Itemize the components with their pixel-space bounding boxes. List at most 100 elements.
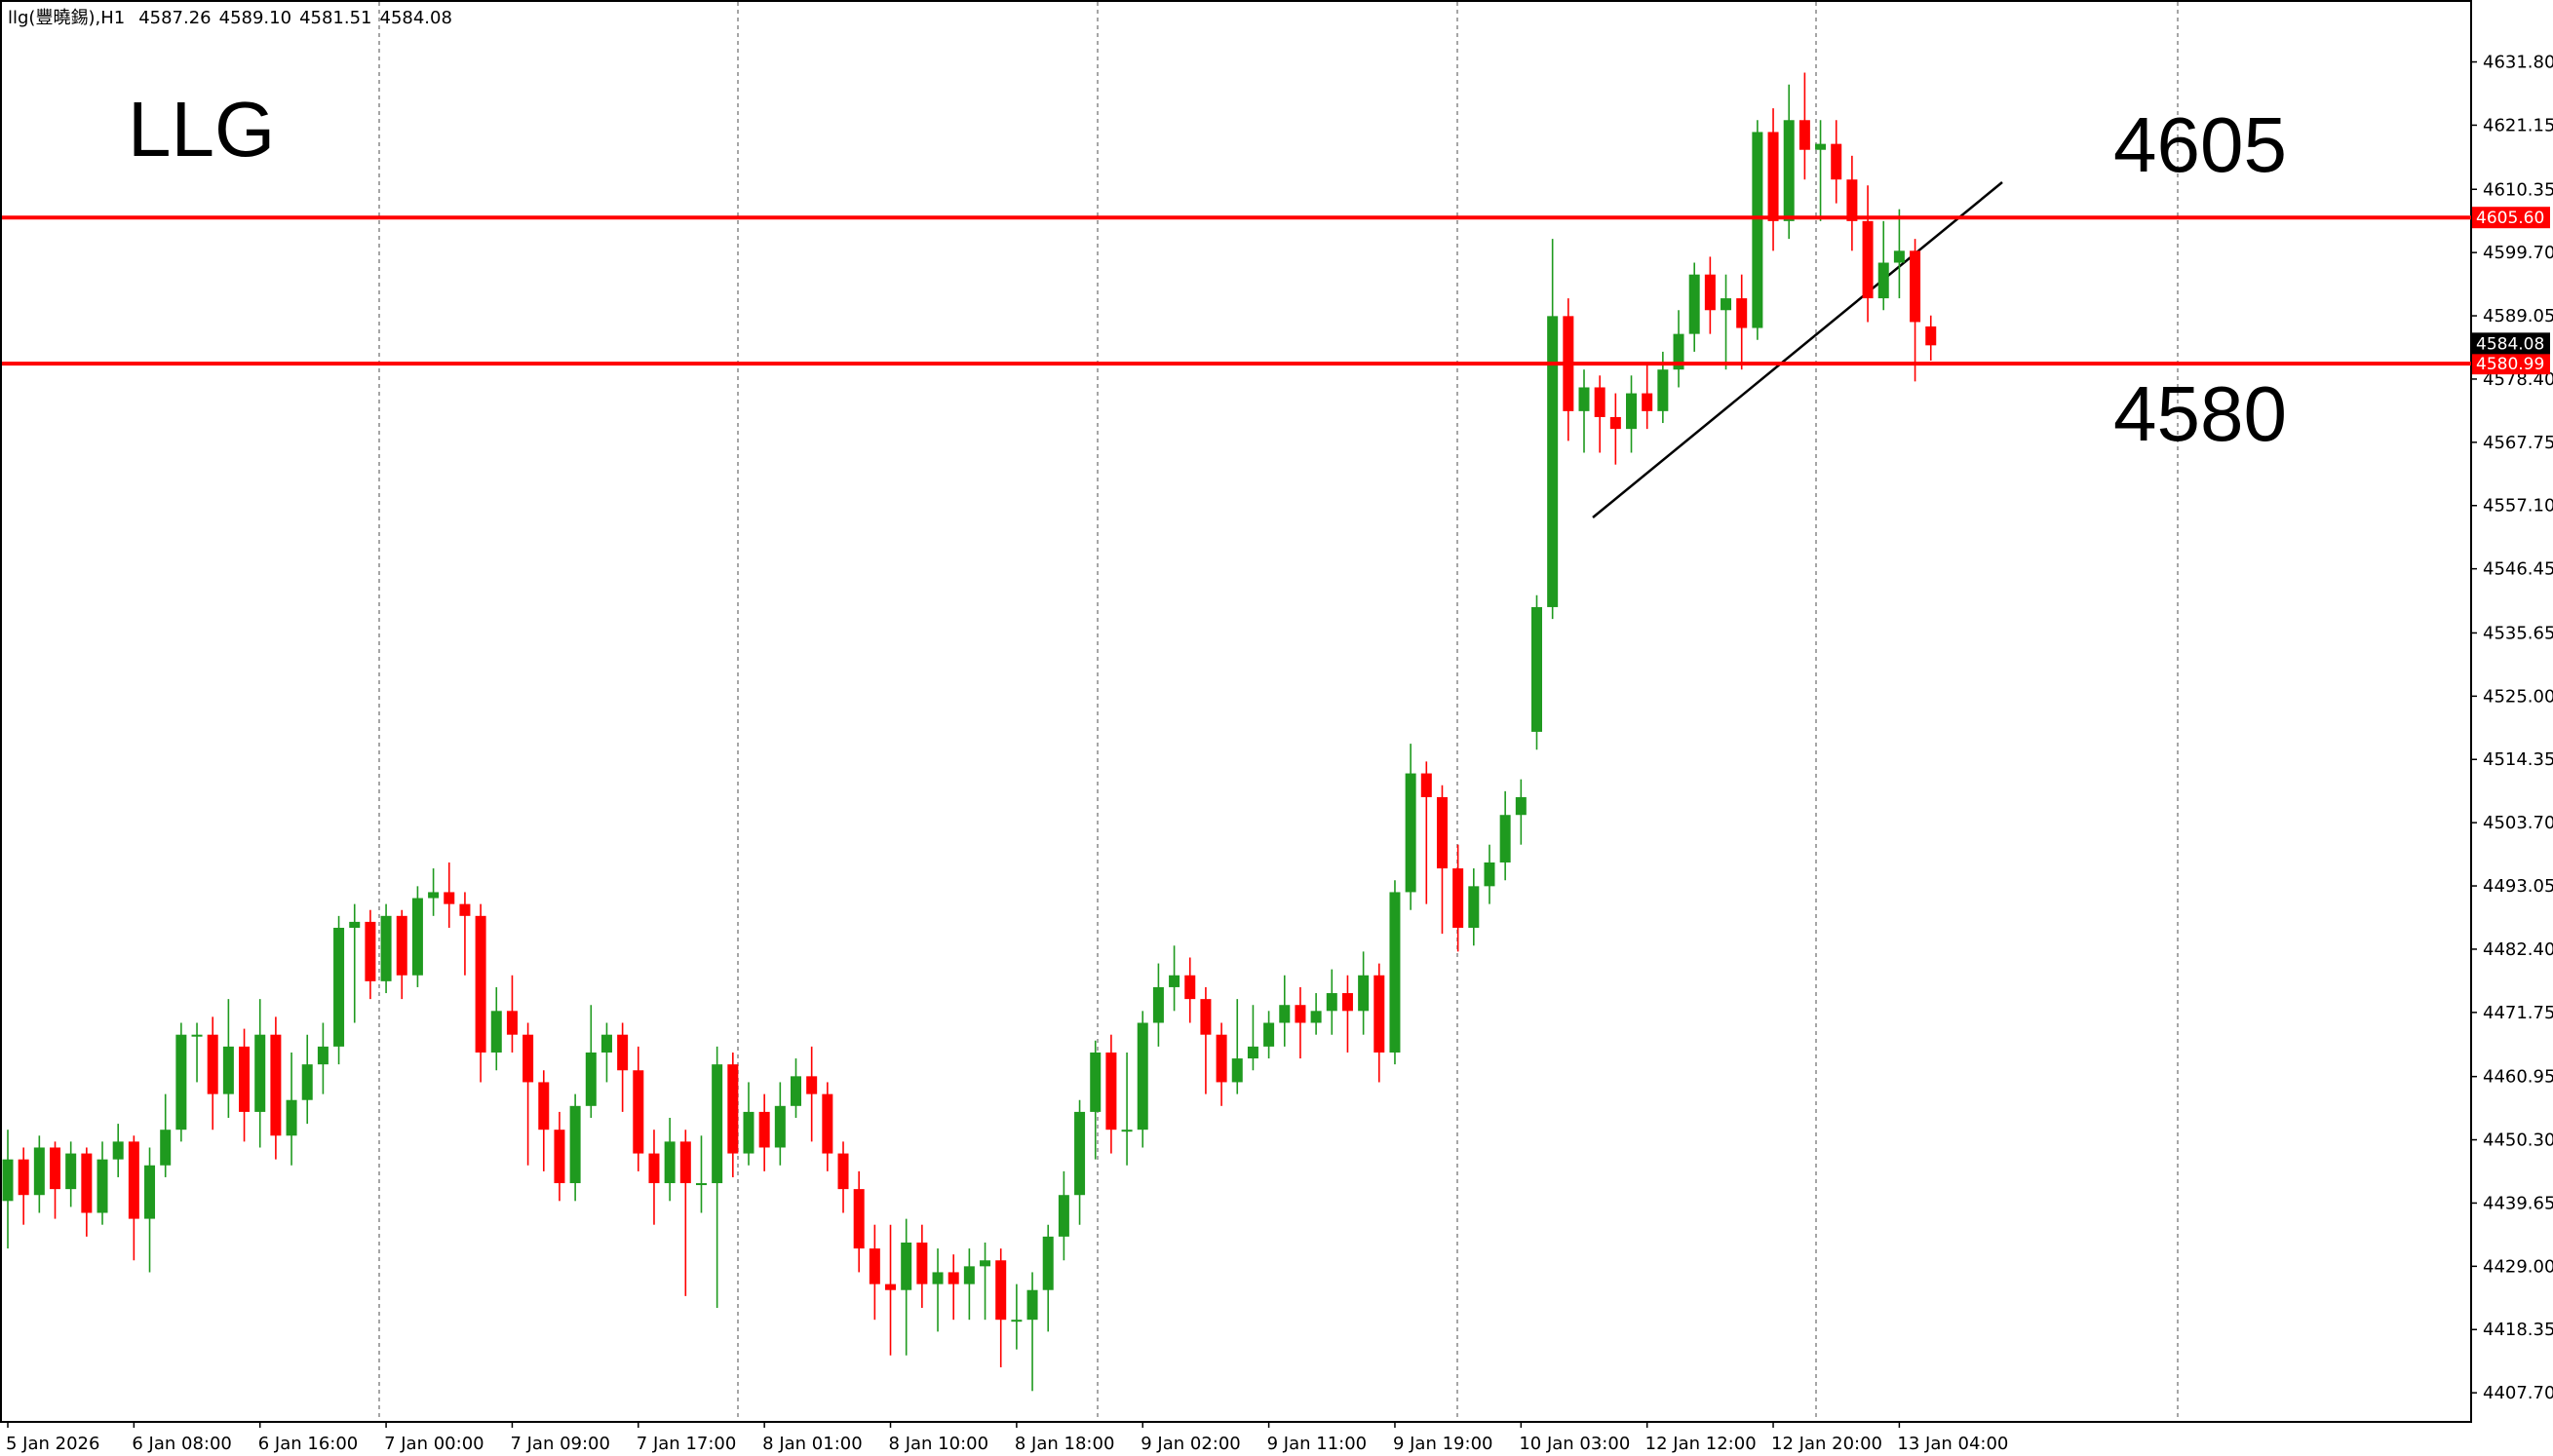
- candle-body: [1341, 993, 1353, 1012]
- y-tick-label: 4599.70: [2483, 243, 2553, 263]
- header-high: 4589.10: [219, 8, 291, 28]
- x-tick-label: 7 Jan 09:00: [510, 1434, 610, 1454]
- candle-body: [160, 1130, 172, 1166]
- candle-body: [1152, 986, 1164, 1023]
- y-tick-label: 4429.00: [2483, 1256, 2553, 1277]
- candle-body: [1184, 975, 1196, 1000]
- candle-body: [822, 1093, 833, 1154]
- candle-body: [1468, 886, 1480, 929]
- candle-body: [333, 928, 345, 1047]
- x-tick-label: 13 Jan 04:00: [1897, 1434, 2008, 1454]
- y-tick-label: 4589.05: [2483, 306, 2553, 326]
- candle-body: [600, 1034, 612, 1053]
- y-tick-label: 4514.35: [2483, 749, 2553, 770]
- candle-body: [506, 1011, 518, 1035]
- candle-body: [679, 1141, 691, 1184]
- x-tick-label: 8 Jan 10:00: [889, 1434, 989, 1454]
- candle-body: [349, 921, 361, 929]
- candle-body: [1200, 999, 1212, 1035]
- candle-body: [1609, 416, 1621, 430]
- candle-body: [948, 1272, 959, 1284]
- candle-body: [1389, 892, 1401, 1053]
- candle-body: [1783, 120, 1795, 221]
- candle-body: [1626, 393, 1638, 430]
- candle-body: [1420, 773, 1432, 797]
- candle-body: [1121, 1130, 1133, 1132]
- candle-body: [128, 1141, 139, 1219]
- y-tick-label: 4621.15: [2483, 115, 2553, 135]
- candle-body: [774, 1105, 786, 1148]
- y-tick-label: 4482.40: [2483, 939, 2553, 960]
- y-tick-label: 4525.00: [2483, 686, 2553, 707]
- candle-body: [648, 1153, 660, 1184]
- header-low: 4581.51: [299, 8, 371, 28]
- candle-body: [617, 1034, 629, 1071]
- candle-body: [633, 1070, 644, 1154]
- candle-body: [791, 1076, 801, 1106]
- x-tick-label: 10 Jan 03:00: [1519, 1434, 1630, 1454]
- candle-body: [885, 1284, 897, 1290]
- candle-body: [695, 1183, 707, 1186]
- y-tick-label: 4439.65: [2483, 1193, 2553, 1213]
- candle-body: [1799, 120, 1810, 150]
- candle-body: [1893, 250, 1905, 263]
- candle-body: [50, 1147, 61, 1190]
- candle-body: [365, 921, 376, 981]
- candle-body: [853, 1189, 865, 1249]
- candle-body: [980, 1260, 991, 1267]
- candle-body: [1452, 868, 1464, 929]
- x-tick-label: 7 Jan 17:00: [637, 1434, 737, 1454]
- annotation: 4580: [2113, 370, 2287, 457]
- candle-body: [144, 1165, 156, 1219]
- y-tick-label: 4557.10: [2483, 496, 2553, 517]
- candle-body: [380, 915, 392, 981]
- candle-body: [254, 1034, 266, 1112]
- candle-body: [1831, 143, 1842, 180]
- x-tick-label: 6 Jan 08:00: [132, 1434, 232, 1454]
- candle-body: [1358, 975, 1370, 1012]
- candle-body: [1846, 179, 1858, 221]
- candle-body: [1925, 326, 1937, 346]
- candle-body: [1074, 1111, 1086, 1196]
- candle-body: [1815, 143, 1827, 150]
- candle-body: [1295, 1005, 1306, 1023]
- header-close: 4584.08: [380, 8, 452, 28]
- level-price-box: [2472, 353, 2550, 375]
- candle-body: [916, 1242, 928, 1284]
- candle-body: [317, 1046, 329, 1065]
- candle-body: [1310, 1011, 1322, 1023]
- x-tick-label: 9 Jan 02:00: [1141, 1434, 1241, 1454]
- candle-body: [81, 1153, 93, 1213]
- candle-body: [428, 892, 440, 899]
- candle-body: [1594, 387, 1605, 417]
- y-tick-label: 4535.65: [2483, 623, 2553, 643]
- candle-body: [490, 1011, 502, 1053]
- header-open: 4587.26: [138, 8, 211, 28]
- candle-body: [1137, 1022, 1148, 1130]
- candle-body: [995, 1260, 1007, 1321]
- candle-body: [411, 898, 423, 976]
- last-price-box: [2472, 332, 2550, 355]
- candle-body: [1042, 1236, 1054, 1290]
- candle-body: [758, 1111, 770, 1148]
- candle-body: [1688, 274, 1700, 334]
- y-tick-label: 4503.70: [2483, 813, 2553, 833]
- x-tick-label: 9 Jan 19:00: [1393, 1434, 1493, 1454]
- candle-body: [444, 892, 455, 904]
- annotation: 4605: [2113, 101, 2287, 188]
- candle-body: [1877, 262, 1889, 299]
- candle-body: [712, 1064, 723, 1184]
- candle-body: [1642, 393, 1653, 411]
- candle-body: [1484, 862, 1495, 887]
- x-tick-label: 12 Jan 20:00: [1771, 1434, 1882, 1454]
- candle-body: [1499, 815, 1511, 862]
- candle-body: [18, 1159, 29, 1196]
- candle-body: [286, 1099, 297, 1136]
- y-tick-label: 4610.35: [2483, 179, 2553, 200]
- candle-body: [554, 1130, 565, 1184]
- candle-body: [727, 1064, 739, 1154]
- x-tick-label: 12 Jan 12:00: [1645, 1434, 1757, 1454]
- candle-body: [1721, 298, 1732, 311]
- y-tick-label: 4407.70: [2483, 1383, 2553, 1403]
- annotation: LLG: [128, 86, 275, 172]
